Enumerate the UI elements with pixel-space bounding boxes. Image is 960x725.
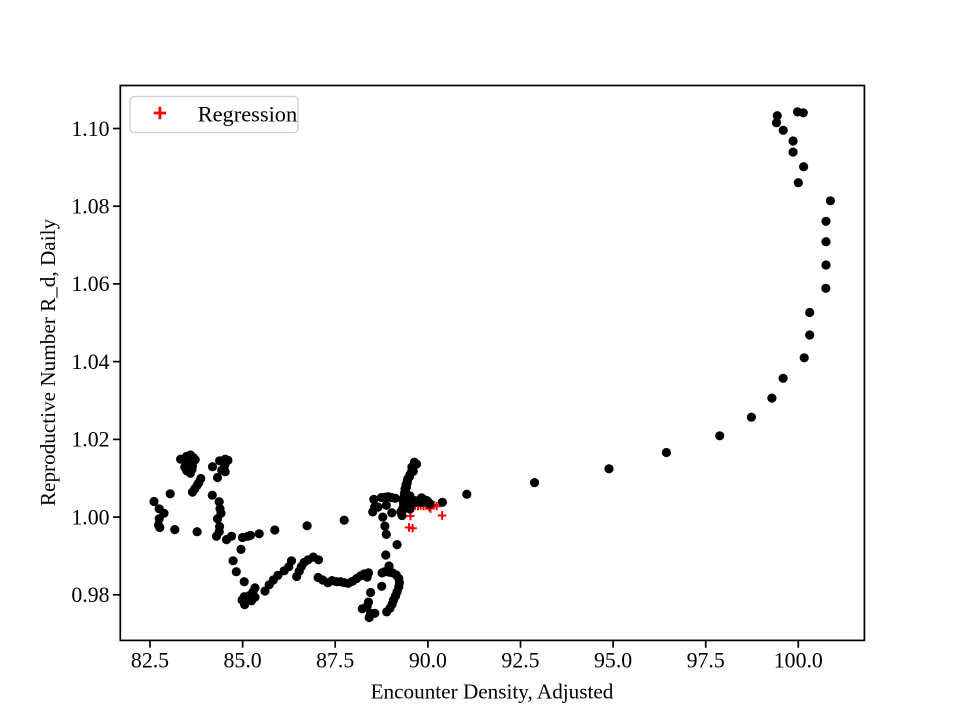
svg-text:1.06: 1.06: [71, 272, 109, 296]
svg-text:1.02: 1.02: [71, 428, 109, 452]
svg-text:1.00: 1.00: [71, 505, 109, 529]
svg-text:97.5: 97.5: [687, 649, 725, 673]
svg-text:85.0: 85.0: [224, 649, 262, 673]
svg-text:0.98: 0.98: [71, 583, 109, 607]
svg-text:Encounter Density, Adjusted: Encounter Density, Adjusted: [371, 680, 614, 704]
svg-text:1.04: 1.04: [71, 350, 109, 374]
svg-text:82.5: 82.5: [131, 649, 169, 673]
svg-text:100.0: 100.0: [774, 649, 823, 673]
svg-text:1.10: 1.10: [71, 117, 109, 141]
svg-text:1.08: 1.08: [71, 195, 109, 219]
svg-text:90.0: 90.0: [409, 649, 447, 673]
svg-text:92.5: 92.5: [501, 649, 539, 673]
svg-text:Reproductive Number R_d, Daily: Reproductive Number R_d, Daily: [36, 219, 60, 507]
svg-text:Regression: Regression: [198, 102, 298, 127]
svg-text:87.5: 87.5: [316, 649, 354, 673]
svg-text:95.0: 95.0: [594, 649, 632, 673]
